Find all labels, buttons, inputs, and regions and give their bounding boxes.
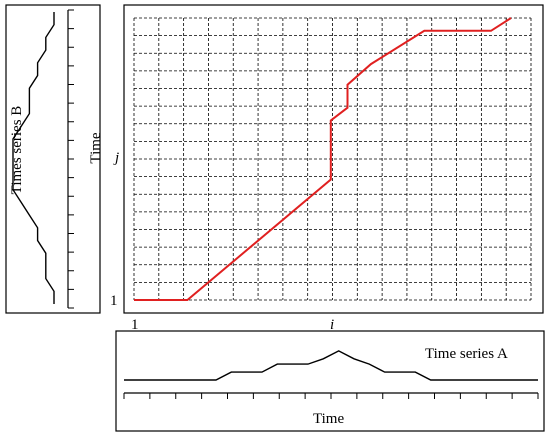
series-a-time-axis — [123, 392, 539, 399]
series-b-label: Times series B — [9, 106, 25, 195]
index-one-bottom: 1 — [131, 317, 139, 333]
series-b-line — [12, 12, 55, 304]
index-one-left: 1 — [110, 293, 118, 309]
series-a-panel — [115, 330, 545, 432]
time-axis-label-horizontal: Time — [313, 411, 344, 427]
series-b-time-axis — [67, 9, 74, 309]
series-a-label: Time series A — [425, 346, 508, 362]
cost-matrix-grid — [133, 17, 532, 301]
cost-matrix-frame — [123, 4, 544, 314]
series-a-line — [124, 350, 538, 381]
i-label: i — [330, 317, 334, 333]
series-b-panel — [5, 4, 101, 314]
time-axis-label-vertical: Time — [88, 132, 104, 163]
warping-path — [134, 17, 512, 301]
j-label: j — [113, 150, 119, 166]
